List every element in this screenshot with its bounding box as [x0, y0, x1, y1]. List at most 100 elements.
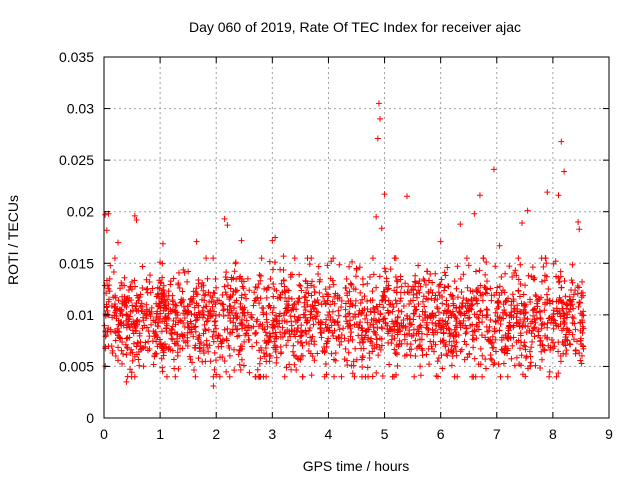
data-point — [508, 298, 515, 305]
data-point — [465, 298, 472, 305]
data-point — [102, 328, 109, 335]
data-point — [105, 324, 112, 331]
data-point — [171, 329, 178, 336]
data-point — [374, 324, 381, 331]
data-point — [184, 303, 191, 310]
data-point — [111, 309, 118, 316]
data-point — [566, 340, 573, 347]
data-point — [518, 352, 525, 359]
data-point — [491, 325, 498, 332]
data-point — [287, 333, 294, 340]
data-point — [352, 286, 359, 293]
data-point — [324, 324, 331, 331]
data-point — [557, 358, 564, 365]
x-tick-label: 6 — [437, 426, 445, 442]
data-point — [382, 268, 389, 275]
data-point — [194, 336, 201, 343]
data-point — [527, 363, 534, 370]
data-point — [550, 345, 557, 352]
data-point — [269, 321, 276, 328]
data-point — [314, 309, 321, 316]
data-point — [389, 308, 396, 315]
data-point — [483, 323, 490, 330]
data-point — [277, 334, 284, 341]
data-point — [317, 321, 324, 328]
data-point — [412, 272, 419, 279]
data-point — [227, 285, 234, 292]
data-point — [392, 317, 399, 324]
data-point — [446, 338, 453, 345]
data-point — [290, 301, 297, 308]
data-point — [478, 332, 485, 339]
data-point — [165, 315, 172, 322]
data-point — [104, 307, 111, 314]
data-point — [248, 324, 255, 331]
data-point — [574, 290, 581, 297]
data-point — [134, 339, 141, 346]
data-point — [468, 296, 475, 303]
data-point — [168, 335, 175, 342]
data-point — [150, 328, 157, 335]
data-point — [401, 331, 408, 338]
data-point — [105, 343, 112, 350]
data-point — [391, 255, 398, 262]
data-point — [579, 319, 586, 326]
data-point — [291, 300, 298, 307]
x-tick-label: 0 — [100, 426, 108, 442]
data-point — [569, 331, 576, 338]
data-point — [480, 255, 487, 262]
data-point — [357, 289, 364, 296]
data-point — [283, 319, 290, 326]
data-point — [157, 280, 164, 287]
data-point — [522, 282, 529, 289]
data-point — [496, 242, 503, 249]
data-point — [210, 255, 217, 262]
data-point — [381, 265, 388, 272]
data-point — [412, 279, 419, 286]
data-point — [333, 335, 340, 342]
data-point — [304, 317, 311, 324]
data-point — [572, 326, 579, 333]
data-point — [245, 336, 252, 343]
data-point — [313, 313, 320, 320]
data-point — [512, 267, 519, 274]
data-point — [301, 293, 308, 300]
data-point — [239, 306, 246, 313]
data-point — [272, 234, 279, 241]
data-point — [557, 352, 564, 359]
data-point — [492, 336, 499, 343]
data-point — [127, 349, 134, 356]
data-point — [415, 262, 422, 269]
data-point — [193, 238, 200, 245]
data-point — [139, 285, 146, 292]
data-point — [153, 293, 160, 300]
data-point — [159, 368, 166, 375]
data-point — [270, 280, 277, 287]
data-point — [372, 331, 379, 338]
data-point — [413, 306, 420, 313]
data-point — [356, 264, 363, 271]
data-point — [294, 298, 301, 305]
data-point — [121, 302, 128, 309]
data-point — [266, 302, 273, 309]
data-point — [289, 271, 296, 278]
data-point — [580, 308, 587, 315]
x-tick-label: 1 — [156, 426, 164, 442]
data-point — [412, 307, 419, 314]
data-point — [123, 344, 130, 351]
data-point — [170, 275, 177, 282]
data-point — [165, 301, 172, 308]
data-point — [217, 354, 224, 361]
data-point — [109, 350, 116, 357]
data-point — [262, 329, 269, 336]
data-point — [371, 309, 378, 316]
data-point — [324, 262, 331, 269]
data-point — [200, 350, 207, 357]
data-point — [273, 359, 280, 366]
data-point — [526, 348, 533, 355]
data-point — [569, 279, 576, 286]
data-point — [577, 357, 584, 364]
data-point — [463, 308, 470, 315]
data-point — [501, 345, 508, 352]
data-point — [442, 341, 449, 348]
